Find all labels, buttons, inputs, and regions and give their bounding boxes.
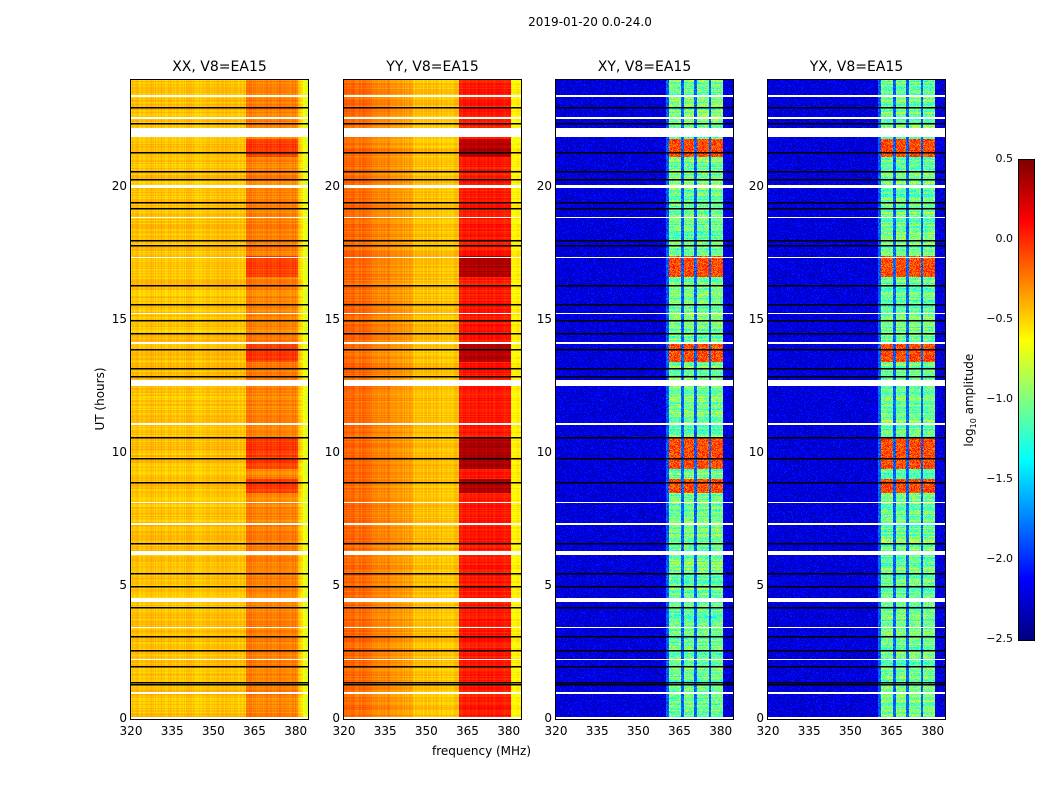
- colorbar-tick-label: −1.0: [986, 392, 1013, 405]
- x-axis-label: frequency (MHz): [432, 744, 532, 758]
- colorbar-label: log10 amplitude: [962, 340, 978, 460]
- y-tick-label: 15: [324, 311, 340, 326]
- y-tick-label: 5: [332, 577, 340, 592]
- heatmap-0: [131, 80, 308, 719]
- y-tick-label: 20: [536, 178, 552, 193]
- x-tick-label: 350: [201, 724, 225, 738]
- x-tick-label: 335: [373, 724, 397, 738]
- y-axis-label: UT (hours): [93, 367, 107, 431]
- colorbar: [1019, 160, 1034, 640]
- x-tick-label: 350: [838, 724, 862, 738]
- y-tick-label: 15: [748, 311, 764, 326]
- y-tick-label: 10: [536, 444, 552, 459]
- colorbar-tick-label: −1.5: [986, 472, 1013, 485]
- x-tick-label: 350: [414, 724, 438, 738]
- panel-title: XX, V8=EA15: [172, 59, 267, 75]
- y-tick-label: 0: [332, 711, 340, 725]
- heatmap-2: [556, 80, 733, 719]
- x-tick-label: 365: [243, 724, 266, 738]
- x-tick-label: 380: [921, 724, 945, 738]
- x-tick-label: 320: [544, 724, 568, 738]
- heatmap-3: [768, 80, 945, 719]
- x-tick-label: 320: [332, 724, 356, 738]
- colorbar-tick-label: 0.0: [995, 232, 1014, 245]
- colorbar-tick-label: −2.0: [986, 552, 1013, 565]
- colorbar-label-main: log: [961, 428, 976, 447]
- y-tick-label: 20: [324, 178, 340, 193]
- panel-title: YX, V8=EA15: [809, 59, 904, 75]
- x-tick-label: 320: [119, 724, 143, 738]
- x-tick-label: 320: [756, 724, 780, 738]
- x-tick-label: 380: [284, 724, 308, 738]
- x-tick-label: 335: [160, 724, 184, 738]
- panel-title: YY, V8=EA15: [386, 59, 479, 75]
- colorbar-label-sub: 10: [969, 418, 979, 429]
- y-tick-label: 0: [119, 711, 127, 725]
- y-tick-label: 20: [111, 178, 127, 193]
- y-tick-label: 20: [748, 178, 764, 193]
- y-tick-label: 10: [111, 444, 127, 459]
- x-tick-label: 380: [709, 724, 733, 738]
- heatmap-1: [344, 80, 521, 719]
- x-tick-label: 380: [497, 724, 521, 738]
- y-tick-label: 15: [536, 311, 552, 326]
- panel-title: XY, V8=EA15: [597, 59, 692, 75]
- x-tick-label: 365: [456, 724, 479, 738]
- colorbar-tick-label: −0.5: [986, 312, 1013, 325]
- y-tick-label: 5: [119, 577, 127, 592]
- y-tick-label: 5: [544, 577, 552, 592]
- x-tick-label: 365: [668, 724, 691, 738]
- y-tick-label: 10: [324, 444, 340, 459]
- figure-title: 2019-01-20 0.0-24.0: [528, 15, 652, 29]
- y-tick-label: 10: [748, 444, 764, 459]
- y-tick-label: 0: [756, 711, 764, 725]
- x-tick-label: 335: [797, 724, 821, 738]
- x-tick-label: 365: [880, 724, 903, 738]
- y-tick-label: 5: [756, 577, 764, 592]
- y-tick-label: 0: [544, 711, 552, 725]
- y-tick-label: 15: [111, 311, 127, 326]
- colorbar-label-rest: amplitude: [961, 353, 976, 419]
- colorbar-tick-label: −2.5: [986, 632, 1013, 645]
- x-tick-label: 335: [585, 724, 609, 738]
- colorbar-tick-label: 0.5: [995, 152, 1014, 165]
- x-tick-label: 350: [626, 724, 650, 738]
